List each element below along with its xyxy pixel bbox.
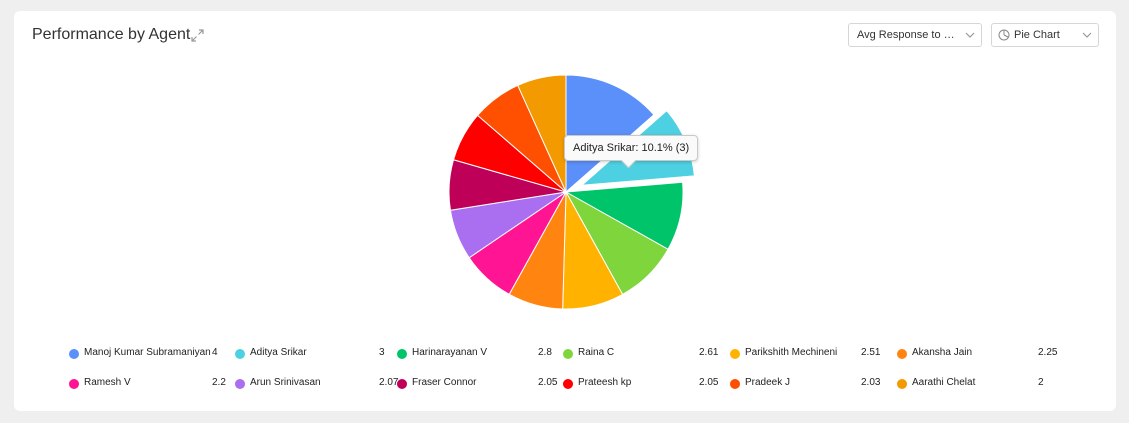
expand-icon[interactable] [191, 29, 204, 42]
legend-marker [730, 379, 740, 389]
legend-label: Ramesh V [84, 377, 131, 388]
legend-marker [730, 349, 740, 359]
legend-marker [69, 379, 79, 389]
legend-marker [69, 349, 79, 359]
legend-marker [397, 379, 407, 389]
legend-item[interactable]: Ramesh V 2.2 [69, 377, 229, 391]
page-title: Performance by Agent [32, 26, 191, 43]
legend-label: Arun Srinivasan [250, 377, 321, 388]
legend-value: 2.2 [212, 377, 226, 388]
legend-item[interactable]: Aarathi Chelat 2 [897, 377, 1057, 391]
legend-value: 4 [212, 347, 218, 358]
chart-type-select-label: Pie Chart [1014, 29, 1060, 41]
chevron-down-icon [1082, 32, 1092, 38]
legend-value: 2.25 [1038, 347, 1058, 358]
slice-tooltip: Aditya Srikar: 10.1% (3) [564, 135, 699, 161]
legend-marker [235, 349, 245, 359]
legend-item[interactable]: Harinarayanan V 2.8 [397, 347, 557, 361]
legend-item[interactable]: Manoj Kumar Subramaniyan 4 [69, 347, 229, 361]
legend-value: 3 [379, 347, 385, 358]
legend-label: Aarathi Chelat [912, 377, 976, 388]
legend-value: 2.51 [861, 347, 881, 358]
legend-label: Akansha Jain [912, 347, 973, 358]
metric-select[interactable]: Avg Response to clo... [848, 23, 982, 47]
legend-label: Fraser Connor [412, 377, 477, 388]
legend-marker [897, 349, 907, 359]
chart-type-select[interactable]: Pie Chart [991, 23, 1099, 47]
legend-label: Pradeek J [745, 377, 791, 388]
legend-marker [235, 379, 245, 389]
legend-marker [397, 349, 407, 359]
legend-marker [897, 379, 907, 389]
legend-value: 2.8 [538, 347, 552, 358]
legend-label: Harinarayanan V [412, 347, 488, 358]
legend-label: Aditya Srikar [250, 347, 307, 358]
legend-value: 2.07 [379, 377, 399, 388]
chevron-down-icon [965, 32, 975, 38]
legend-item[interactable]: Akansha Jain 2.25 [897, 347, 1057, 361]
legend-label: Parikshith Mechineni [745, 347, 838, 358]
legend-marker [563, 349, 573, 359]
pie-chart-icon [998, 29, 1010, 41]
legend-item[interactable]: Fraser Connor 2.05 [397, 377, 557, 391]
legend-marker [563, 379, 573, 389]
pie-slice-aarathi-chelat[interactable] [517, 74, 567, 193]
pie-slice-manoj-kumar-subramaniyan[interactable] [565, 74, 655, 194]
legend-label: Prateesh kp [578, 377, 632, 388]
legend-item[interactable]: Arun Srinivasan 2.07 [235, 377, 399, 391]
legend-value: 2.61 [699, 347, 719, 358]
legend-item[interactable]: Raina C 2.61 [563, 347, 723, 361]
legend-item[interactable]: Prateesh kp 2.05 [563, 377, 723, 391]
legend-label: Raina C [578, 347, 615, 358]
legend-value: 2 [1038, 377, 1044, 388]
legend-value: 2.05 [538, 377, 558, 388]
legend-label: Manoj Kumar Subramaniyan [84, 347, 211, 358]
legend-value: 2.05 [699, 377, 719, 388]
legend-item[interactable]: Aditya Srikar 3 [235, 347, 395, 361]
performance-card: Performance by Agent Avg Response to clo… [14, 11, 1116, 411]
legend-item[interactable]: Pradeek J 2.03 [730, 377, 890, 391]
legend-value: 2.03 [861, 377, 881, 388]
legend-item[interactable]: Parikshith Mechineni 2.51 [730, 347, 890, 361]
